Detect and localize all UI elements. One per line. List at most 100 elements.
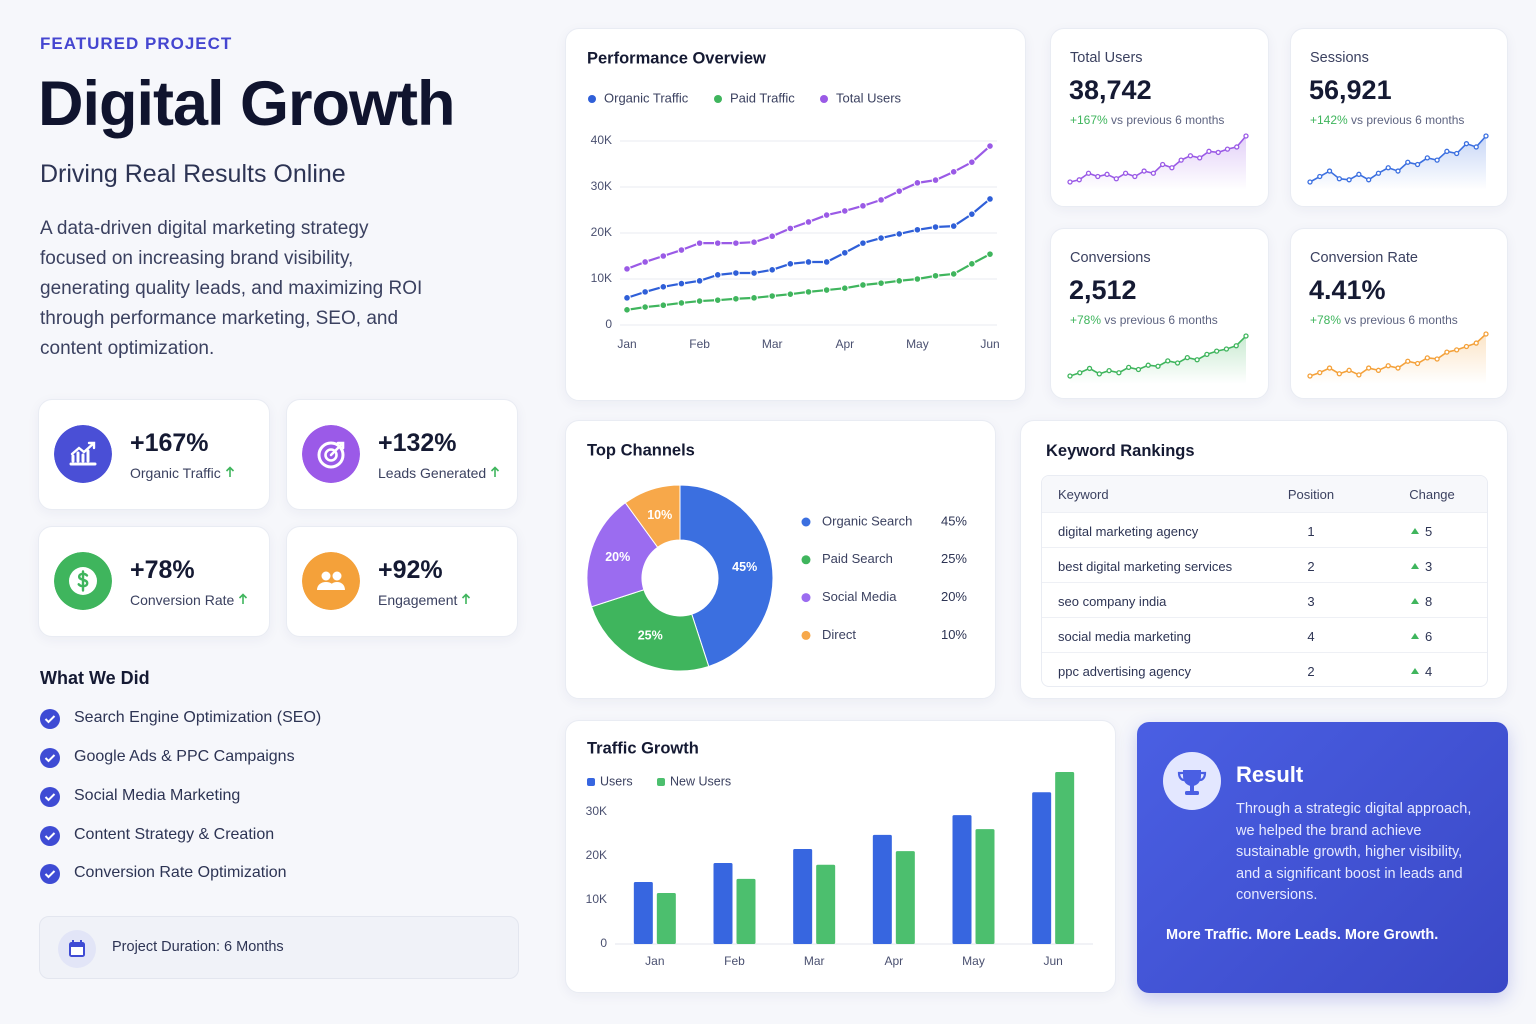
- highlight-card: +132% Leads Generated: [286, 399, 518, 510]
- column-header: Change: [1409, 487, 1455, 502]
- check-icon: [40, 826, 60, 846]
- result-card: Result Through a strategic digital appro…: [1137, 722, 1508, 993]
- table-row: best digital marketing services 2 3: [1042, 547, 1487, 583]
- label-text: Leads Generated: [378, 465, 487, 481]
- duration-box: Project Duration: 6 Months: [39, 916, 519, 979]
- change-note: vs previous 6 months: [1111, 113, 1225, 127]
- performance-card: [565, 28, 1026, 401]
- icon: [302, 552, 360, 610]
- change-value: +78%: [1070, 313, 1102, 327]
- stat-change: +142% vs previous 6 months: [1310, 113, 1464, 127]
- change-value: +78%: [1310, 313, 1342, 327]
- result-body: Through a strategic digital approach, we…: [1236, 801, 1472, 903]
- up-triangle: [1411, 633, 1419, 639]
- up-triangle: [1411, 563, 1419, 569]
- up-arrow: [225, 466, 234, 477]
- change-cell: 8: [1425, 594, 1433, 609]
- result-tagline: More Traffic. More Leads. More Growth.: [1166, 927, 1439, 943]
- check-icon: [40, 787, 60, 807]
- column-header: Position: [1287, 487, 1335, 502]
- list-item: Conversion Rate Optimization: [40, 863, 287, 885]
- trophy-icon: [1163, 752, 1221, 810]
- item-text: Conversion Rate Optimization: [74, 864, 287, 881]
- item-text: Google Ads & PPC Campaigns: [74, 748, 295, 765]
- up-arrow: [239, 593, 248, 604]
- highlight-value: +167%: [130, 429, 209, 457]
- change-cell: 4: [1425, 664, 1433, 679]
- highlight-value: +132%: [378, 429, 457, 457]
- up-triangle: [1411, 528, 1419, 534]
- table-row: seo company india 3 8: [1042, 582, 1487, 618]
- highlight-value: +92%: [378, 556, 443, 584]
- icon: [54, 552, 112, 610]
- stat-label: Sessions: [1310, 50, 1369, 66]
- position-cell: 3: [1307, 594, 1315, 609]
- description: A data-driven digital marketing strategy…: [40, 218, 423, 359]
- table-row: digital marketing agency 1 5: [1042, 512, 1487, 548]
- result-title: Result: [1236, 762, 1304, 787]
- check-icon: [40, 748, 60, 768]
- stat-label: Conversions: [1070, 250, 1151, 266]
- label-text: Organic Traffic: [130, 465, 221, 481]
- calendar-icon: [58, 930, 96, 968]
- position-cell: 4: [1307, 629, 1315, 644]
- highlight-value: +78%: [130, 556, 195, 584]
- list-item: Google Ads & PPC Campaigns: [40, 747, 295, 769]
- keyword-cell: best digital marketing services: [1058, 559, 1233, 574]
- stat-value: 56,921: [1309, 75, 1392, 105]
- card-title: Keyword Rankings: [1046, 442, 1195, 460]
- table-row: ppc advertising agency 2 4: [1042, 652, 1487, 686]
- icon: [54, 425, 112, 483]
- highlight-label: Engagement: [378, 592, 471, 608]
- duration-text: Project Duration: 6 Months: [112, 939, 284, 955]
- stat-card: Total Users 38,742 +167% vs previous 6 m…: [1050, 28, 1269, 207]
- page-title: Digital Growth: [38, 69, 455, 139]
- highlight-card: +167% Organic Traffic: [38, 399, 270, 510]
- highlight-label: Organic Traffic: [130, 465, 235, 481]
- stat-change: +78% vs previous 6 months: [1070, 313, 1218, 327]
- item-text: Social Media Marketing: [74, 787, 241, 804]
- channels-card: [565, 420, 996, 699]
- up-triangle: [1411, 598, 1419, 604]
- up-arrow: [462, 593, 471, 604]
- table-header: Keyword Position Change: [1042, 476, 1487, 512]
- section-title: What We Did: [40, 668, 150, 688]
- subtitle: Driving Real Results Online: [40, 160, 346, 188]
- item-text: Search Engine Optimization (SEO): [74, 709, 322, 726]
- stat-value: 38,742: [1069, 75, 1152, 105]
- label-text: Conversion Rate: [130, 592, 235, 608]
- stat-value: 2,512: [1069, 275, 1137, 305]
- icon: [302, 425, 360, 483]
- change-cell: 3: [1425, 559, 1433, 574]
- highlight-label: Conversion Rate: [130, 592, 248, 608]
- keyword-cell: ppc advertising agency: [1058, 664, 1191, 679]
- change-value: +167%: [1070, 113, 1108, 127]
- keyword-cell: seo company india: [1058, 594, 1167, 609]
- keyword-table: Keyword Position Change digital marketin…: [1041, 475, 1488, 687]
- change-note: vs previous 6 months: [1344, 313, 1458, 327]
- position-cell: 2: [1307, 559, 1315, 574]
- list-item: Content Strategy & Creation: [40, 825, 274, 847]
- change-note: vs previous 6 months: [1351, 113, 1465, 127]
- table-row: social media marketing 4 6: [1042, 617, 1487, 653]
- label-text: Engagement: [378, 592, 458, 608]
- stat-change: +167% vs previous 6 months: [1070, 113, 1224, 127]
- stat-label: Conversion Rate: [1310, 250, 1418, 266]
- up-triangle: [1411, 668, 1419, 674]
- up-arrow: [491, 466, 500, 477]
- change-note: vs previous 6 months: [1104, 313, 1218, 327]
- stat-card: Conversion Rate 4.41% +78% vs previous 6…: [1290, 228, 1508, 399]
- keyword-cell: social media marketing: [1058, 629, 1191, 644]
- stat-card: Conversions 2,512 +78% vs previous 6 mon…: [1050, 228, 1269, 399]
- highlight-card: +92% Engagement: [286, 526, 518, 637]
- list-item: Search Engine Optimization (SEO): [40, 708, 321, 730]
- position-cell: 2: [1307, 664, 1315, 679]
- stat-value: 4.41%: [1309, 275, 1386, 305]
- highlight-card: +78% Conversion Rate: [38, 526, 270, 637]
- check-icon: [40, 709, 60, 729]
- stat-card: Sessions 56,921 +142% vs previous 6 mont…: [1290, 28, 1508, 207]
- item-text: Content Strategy & Creation: [74, 826, 275, 843]
- change-value: +142%: [1310, 113, 1348, 127]
- keyword-cell: digital marketing agency: [1058, 524, 1199, 539]
